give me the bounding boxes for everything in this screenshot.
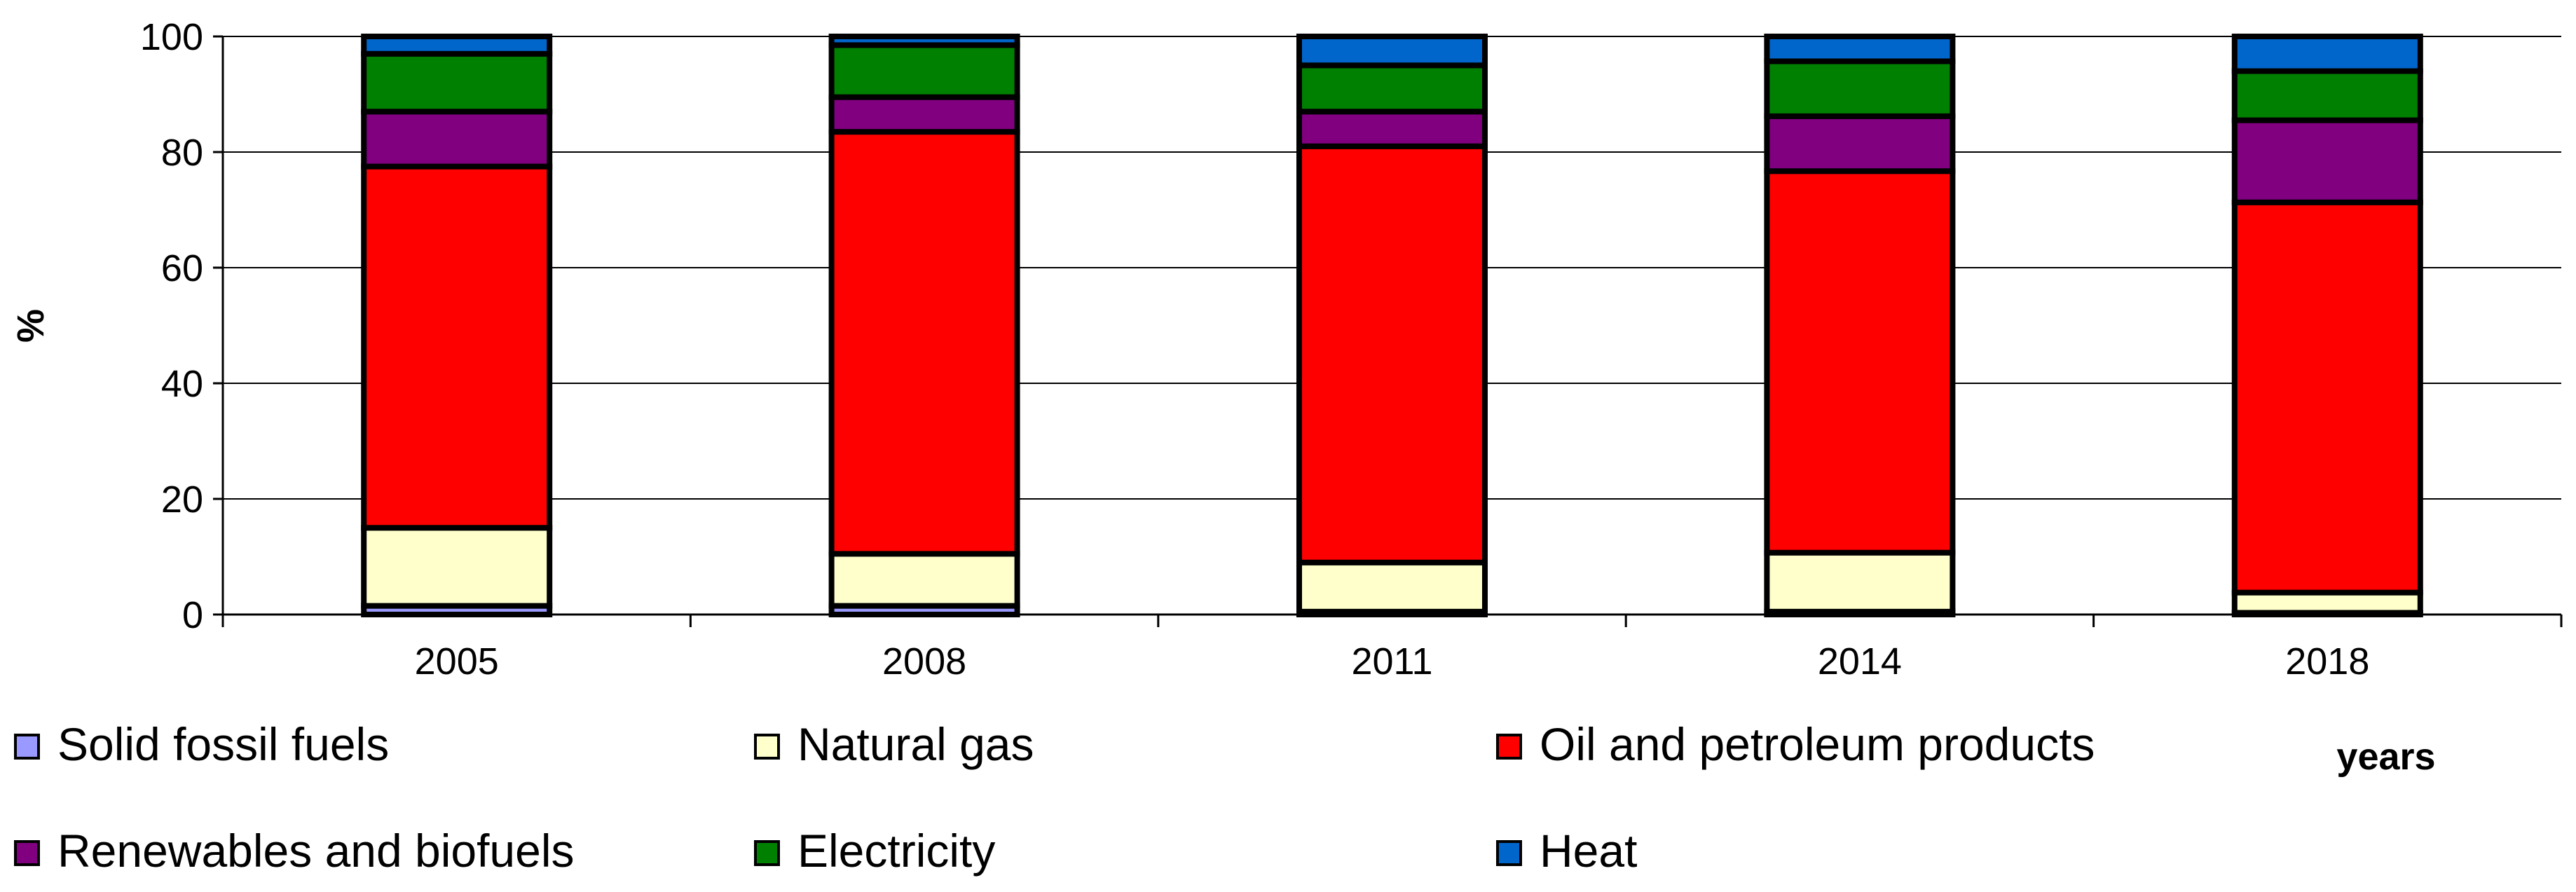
bar-2008-natural-gas <box>828 551 1020 609</box>
x-tick-label-2011: 2011 <box>1351 640 1432 682</box>
y-tick-label-40: 40 <box>161 363 203 405</box>
y-tick-label-100: 100 <box>140 16 203 58</box>
legend-label-renewables-and-biofuels: Renewables and biofuels <box>57 825 575 877</box>
x-tick-labels: 2005 2008 2011 2014 2018 <box>415 640 2370 682</box>
y-tick-label-80: 80 <box>161 132 203 174</box>
legend-swatch-solid-fossil-fuels <box>14 734 40 760</box>
x-axis-title: years <box>2336 736 2435 778</box>
x-tick-label-2014: 2014 <box>1818 640 1902 682</box>
bar-2011-electricity <box>1296 62 1488 115</box>
legend-swatch-heat <box>1496 840 1522 866</box>
bar-2005-heat <box>361 34 553 57</box>
legend-swatch-oil-and-petroleum-products <box>1496 734 1522 760</box>
bar-2014-heat <box>1764 34 1956 64</box>
x-tick-label-2008: 2008 <box>882 640 966 682</box>
legend-label-heat: Heat <box>1540 825 1637 877</box>
legend-label-oil-and-petroleum-products: Oil and petroleum products <box>1540 718 2095 770</box>
bar-2008-renewables-and-biofuels <box>828 94 1020 135</box>
bar-2005-electricity <box>361 50 553 115</box>
bars <box>361 34 2423 618</box>
legend-swatch-natural-gas <box>754 734 780 760</box>
bar-2018-heat <box>2231 34 2423 74</box>
bar-2014-renewables-and-biofuels <box>1764 113 1956 174</box>
bar-2018-natural-gas <box>2231 589 2423 616</box>
x-tick-label-2005: 2005 <box>415 640 499 682</box>
bar-2014-oil-and-petroleum-products <box>1764 168 1956 556</box>
bar-2011-heat <box>1296 34 1488 69</box>
bar-2018-electricity <box>2231 68 2423 123</box>
bar-2018-renewables-and-biofuels <box>2231 117 2423 205</box>
x-tick-label-2018: 2018 <box>2285 640 2369 682</box>
bar-2005-renewables-and-biofuels <box>361 109 553 170</box>
bar-2005-oil-and-petroleum-products <box>361 163 553 531</box>
legend-swatch-renewables-and-biofuels <box>14 840 40 866</box>
y-tick-label-60: 60 <box>161 247 203 289</box>
legend: Solid fossil fuels Natural gas Oil and pet… <box>14 718 2095 877</box>
y-tick-label-20: 20 <box>161 479 203 521</box>
bar-2005-natural-gas <box>361 525 553 609</box>
y-axis-title: % <box>10 309 52 343</box>
bar-2011-natural-gas <box>1296 559 1488 615</box>
axes <box>213 35 2563 627</box>
legend-label-solid-fossil-fuels: Solid fossil fuels <box>57 718 389 770</box>
legend-swatch-electricity <box>754 840 780 866</box>
legend-label-natural-gas: Natural gas <box>797 718 1034 770</box>
legend-label-electricity: Electricity <box>797 825 995 877</box>
y-tick-labels: 0 20 40 60 80 100 <box>140 16 203 636</box>
bar-2008-electricity <box>828 42 1020 100</box>
bar-2011-oil-and-petroleum-products <box>1296 143 1488 565</box>
bar-2018-oil-and-petroleum-products <box>2231 199 2423 596</box>
bar-2008-oil-and-petroleum-products <box>828 129 1020 557</box>
bar-2014-natural-gas <box>1764 549 1956 615</box>
y-tick-label-0: 0 <box>182 594 203 636</box>
bar-2011-renewables-and-biofuels <box>1296 109 1488 149</box>
bar-2014-electricity <box>1764 58 1956 119</box>
bar-2008-heat <box>828 34 1020 48</box>
